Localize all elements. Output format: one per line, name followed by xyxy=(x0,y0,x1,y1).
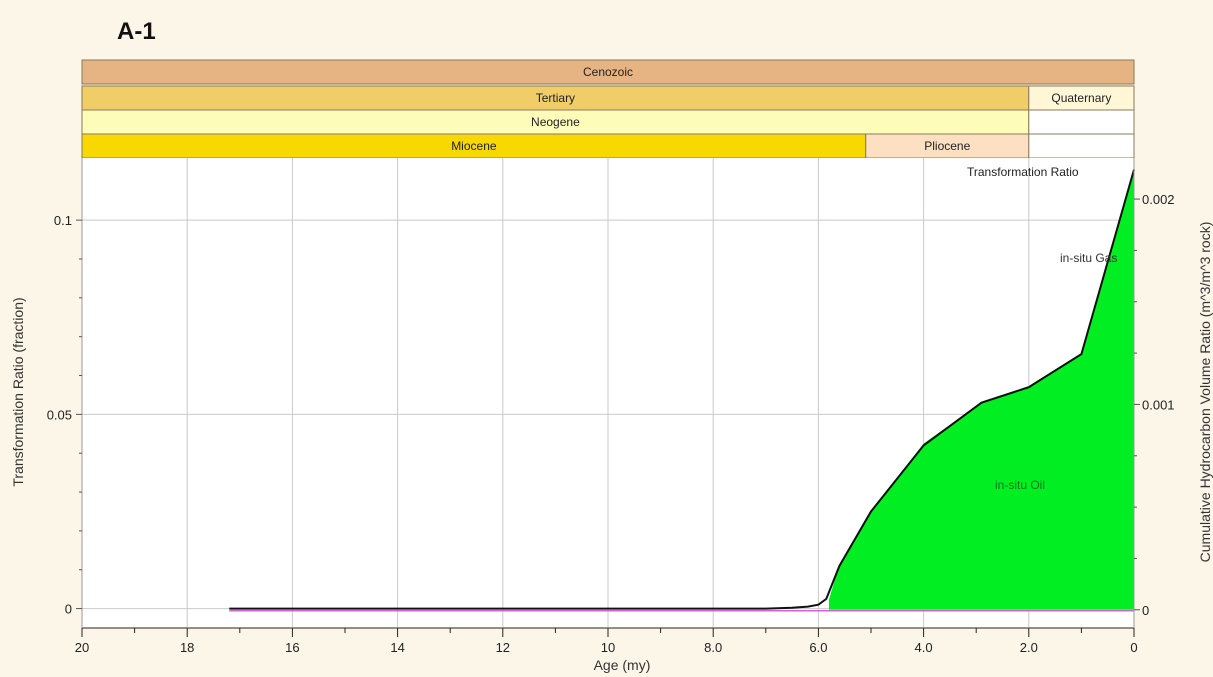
y2-axis-title: Cumulative Hydrocarbon Volume Ratio (m^3… xyxy=(1197,222,1213,563)
band-subperiod-1 xyxy=(1028,109,1135,135)
x-tick-label: 2.0 xyxy=(1020,640,1038,655)
x-tick-label: 16 xyxy=(285,640,299,655)
x-axis-title: Age (my) xyxy=(594,657,651,673)
time-bands: Cenozoic Tertiary Quaternary Neogene Miocene… xyxy=(81,59,1135,159)
band-label-epoch-0: Miocene xyxy=(451,139,497,153)
x-tick-label: 6.0 xyxy=(809,640,827,655)
x-tick-label: 0 xyxy=(1130,640,1137,655)
x-tick-label: 14 xyxy=(390,640,404,655)
annotation-transformation-ratio: Transformation Ratio xyxy=(967,165,1079,179)
annotations: Transformation Ratio in-situ Gas in-situ O… xyxy=(967,165,1117,492)
x-tick-label: 8.0 xyxy=(704,640,722,655)
transformation-ratio-line xyxy=(229,169,1135,610)
band-label-era-0: Cenozoic xyxy=(583,65,633,79)
y-axis-title: Transformation Ratio (fraction) xyxy=(10,297,26,486)
band-label-period-1: Quaternary xyxy=(1051,91,1111,105)
band-period-0 xyxy=(81,85,1030,111)
y2-tick-label: 0.001 xyxy=(1142,397,1175,412)
band-period-1 xyxy=(1028,85,1135,111)
band-label-epoch-1: Pliocene xyxy=(924,139,970,153)
data-series xyxy=(229,169,1135,612)
x-tick-label: 12 xyxy=(496,640,510,655)
band-era-0 xyxy=(81,59,1135,85)
y2-tick-label: 0 xyxy=(1142,603,1149,618)
in-situ-oil-area xyxy=(828,170,1134,610)
tick-labels: 20 18 16 14 12 10 8.0 6.0 4.0 2.0 0 0 0.05 0.1 0 0.001 0… xyxy=(47,192,1175,655)
annotation-in-situ-oil: in-situ Oil xyxy=(995,478,1045,492)
axes xyxy=(76,158,1140,637)
y-tick-label: 0 xyxy=(65,602,72,617)
band-epoch-2 xyxy=(1028,133,1135,159)
y2-tick-label: 0.002 xyxy=(1142,192,1175,207)
x-tick-label: 4.0 xyxy=(915,640,933,655)
band-label-period-0: Tertiary xyxy=(536,91,575,105)
band-label-subperiod-0: Neogene xyxy=(531,115,580,129)
x-tick-label: 10 xyxy=(601,640,615,655)
chart-title: A-1 xyxy=(117,18,156,45)
annotation-in-situ-gas: in-situ Gas xyxy=(1060,251,1117,265)
x-tick-label: 20 xyxy=(75,640,89,655)
x-tick-label: 18 xyxy=(180,640,194,655)
y-tick-label: 0.05 xyxy=(47,407,72,422)
y-tick-label: 0.1 xyxy=(54,213,72,228)
